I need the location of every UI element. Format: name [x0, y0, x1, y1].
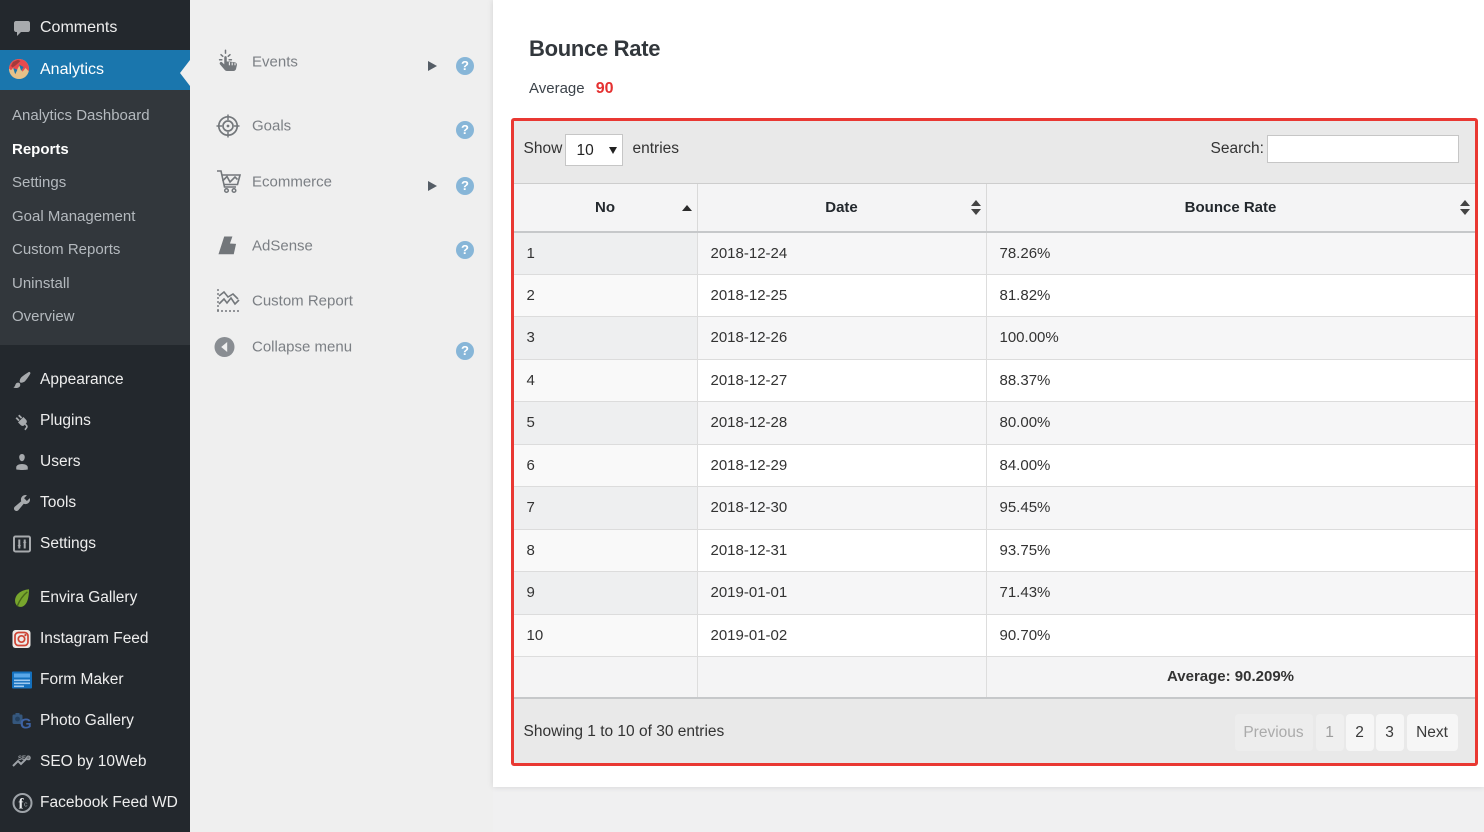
- svg-text:c: c: [24, 801, 28, 808]
- svg-text:G: G: [20, 715, 32, 731]
- svg-text:f: f: [19, 796, 25, 812]
- svg-text:SEO: SEO: [18, 756, 31, 762]
